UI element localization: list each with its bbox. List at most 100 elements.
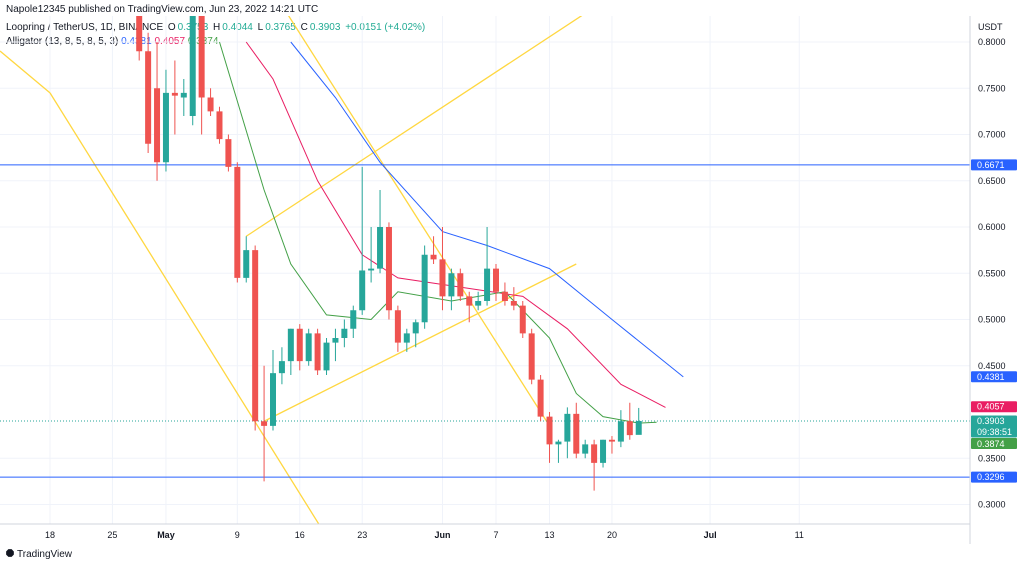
y-tick-label: 0.6500 <box>978 176 1006 186</box>
candle-body <box>323 342 330 371</box>
candle-body <box>180 92 187 98</box>
candle-body <box>564 413 571 442</box>
candle-body <box>493 268 499 292</box>
candle-body <box>519 305 526 334</box>
trend-line <box>263 263 577 422</box>
x-tick-label: 25 <box>107 530 117 540</box>
candle-body <box>359 270 366 311</box>
candle-body <box>171 92 178 96</box>
candle-body <box>189 16 196 116</box>
y-tick-label: 0.5000 <box>978 315 1006 325</box>
candle-body <box>439 259 446 297</box>
candle-body <box>537 379 544 417</box>
y-tick-label: 0.4500 <box>978 361 1006 371</box>
lips-price-tag-bg <box>971 437 1017 449</box>
y-tick-label: 0.6000 <box>978 222 1006 232</box>
last-price-tag-bg <box>971 415 1017 438</box>
x-tick-label: 7 <box>493 530 498 540</box>
y-tick-label: 0.8000 <box>978 37 1006 47</box>
candle-body <box>582 444 589 454</box>
level-layer <box>0 164 970 478</box>
candle-body <box>314 333 321 371</box>
x-tick-label: 16 <box>295 530 305 540</box>
candle-body <box>626 421 633 436</box>
lips-price-tag: 0.3874 <box>977 439 1005 449</box>
candle-body <box>466 296 473 306</box>
alligator-teeth-line <box>245 41 666 408</box>
trend-line <box>245 16 583 237</box>
candle-body <box>287 328 294 362</box>
candle-layer <box>136 16 642 491</box>
y-tick-label: 0.3500 <box>978 453 1006 463</box>
publish-caption: Napole12345 published on TradingView.com… <box>6 4 319 15</box>
candle-body <box>635 420 642 435</box>
level-price-tag-bg <box>971 159 1017 171</box>
high-label: H <box>213 22 221 33</box>
axis-layer: USDT 0.8000 0.7500 0.7000 0.6500 0.6000 0.5500… <box>0 16 1006 544</box>
currency-label: USDT <box>978 22 1003 32</box>
candle-body <box>573 413 580 454</box>
level-price-tag-bg <box>971 471 1017 483</box>
candle-body <box>350 310 357 329</box>
candle-body <box>484 268 491 301</box>
jaw-price-tag: 0.4381 <box>977 372 1005 382</box>
candle-body <box>385 227 392 311</box>
candle-body <box>501 291 508 301</box>
x-tick-label: 18 <box>45 530 55 540</box>
y-tick-label: 0.7000 <box>978 130 1006 140</box>
level-price-tag: 0.3296 <box>977 472 1005 482</box>
y-tick-label: 0.5500 <box>978 268 1006 278</box>
candle-body <box>136 16 143 52</box>
candle-body <box>412 322 419 334</box>
candle-body <box>403 333 410 343</box>
grid-layer <box>0 16 970 524</box>
candle-body <box>261 421 268 426</box>
x-tick-label: 9 <box>235 530 240 540</box>
close-label: C <box>300 22 308 33</box>
candle-body <box>555 441 562 445</box>
candle-body <box>617 421 624 442</box>
x-tick-label: 23 <box>357 530 367 540</box>
candle-body <box>457 273 464 297</box>
candle-body <box>377 227 384 269</box>
last-price-tag-countdown: 09:38:51 <box>977 427 1012 437</box>
candle-body <box>608 439 615 442</box>
candle-body <box>252 250 259 422</box>
candle-body <box>145 51 152 144</box>
candle-body <box>448 273 455 297</box>
trend-line <box>287 16 551 427</box>
jaw-price-tag-bg <box>971 371 1017 383</box>
x-tick-label: Jul <box>704 530 717 540</box>
trend-line <box>49 92 320 524</box>
low-value: 0.3765 <box>265 22 296 33</box>
x-tick-label: 20 <box>607 530 617 540</box>
candle-body <box>600 439 607 463</box>
candle-body <box>296 328 303 362</box>
x-tick-label: 11 <box>795 530 804 540</box>
y-tick-label: 0.7500 <box>978 83 1006 93</box>
candle-body <box>341 328 348 338</box>
x-tick-label: Jun <box>434 530 450 540</box>
level-price-tag: 0.6671 <box>977 160 1005 170</box>
candle-body <box>243 250 250 278</box>
candle-body <box>162 92 169 163</box>
candle-body <box>216 111 223 140</box>
candle-body <box>368 268 375 271</box>
candle-body <box>591 444 598 463</box>
candle-body <box>332 338 339 343</box>
candle-body <box>305 333 312 362</box>
tradingview-logo[interactable]: ⯃ TradingView <box>6 549 72 560</box>
symbol-name: Loopring / TetherUS, 1D, BINANCE <box>6 22 164 33</box>
candle-body <box>475 301 482 306</box>
open-label: O <box>167 22 176 33</box>
candle-body <box>546 416 553 445</box>
candle-body <box>270 373 276 426</box>
candle-body <box>207 97 214 112</box>
candle-body <box>510 301 517 306</box>
tv-logo-icon: ⯃ <box>6 549 14 560</box>
x-tick-label: 13 <box>545 530 555 540</box>
candle-body <box>198 16 205 98</box>
